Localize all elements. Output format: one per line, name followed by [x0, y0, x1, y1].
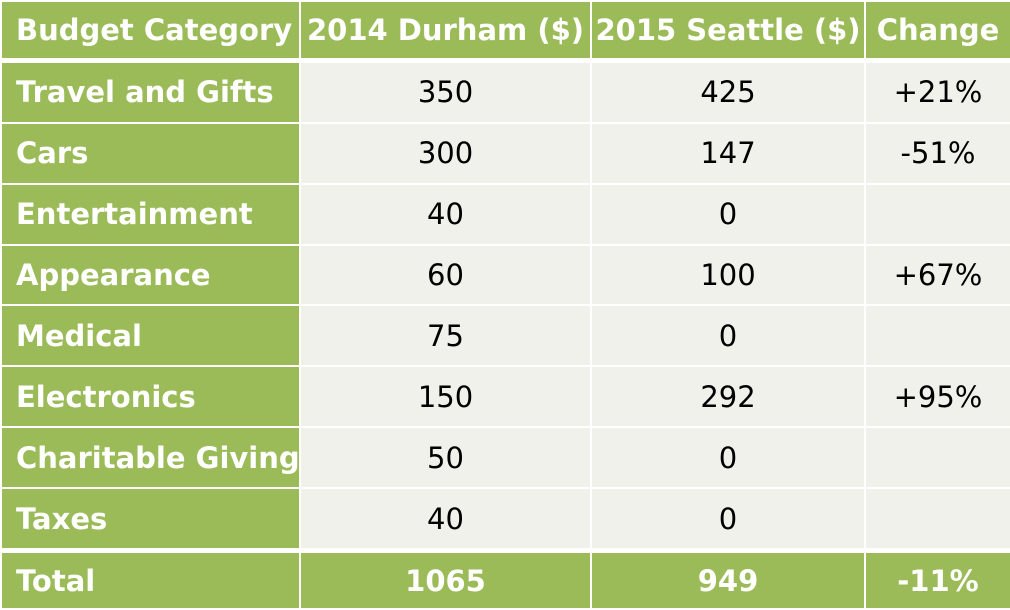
seattle-2015-cell: 0: [590, 426, 866, 490]
header-2014-durham: 2014 Durham ($): [299, 0, 592, 63]
change-cell: [864, 426, 1010, 490]
total-durham-2014: 1065: [299, 548, 592, 610]
category-cell: Appearance: [0, 243, 301, 307]
table-row: Medical 75 0: [0, 304, 1010, 368]
change-cell: -51%: [864, 121, 1010, 185]
category-cell: Medical: [0, 304, 301, 368]
seattle-2015-cell: 0: [590, 487, 866, 552]
seattle-2015-cell: 0: [590, 182, 866, 246]
category-cell: Entertainment: [0, 182, 301, 246]
category-cell: Charitable Giving: [0, 426, 301, 490]
durham-2014-cell: 60: [299, 243, 592, 307]
change-cell: +67%: [864, 243, 1010, 307]
table-row: Appearance 60 100 +67%: [0, 243, 1010, 307]
change-cell: +95%: [864, 365, 1010, 429]
table-row: Electronics 150 292 +95%: [0, 365, 1010, 429]
table-row: Charitable Giving 50 0: [0, 426, 1010, 490]
seattle-2015-cell: 292: [590, 365, 866, 429]
category-cell: Cars: [0, 121, 301, 185]
durham-2014-cell: 150: [299, 365, 592, 429]
table-row: Taxes 40 0: [0, 487, 1010, 552]
header-row: Budget Category 2014 Durham ($) 2015 Sea…: [0, 0, 1010, 63]
category-cell: Travel and Gifts: [0, 59, 301, 124]
total-change: -11%: [864, 548, 1010, 610]
seattle-2015-cell: 100: [590, 243, 866, 307]
seattle-2015-cell: 147: [590, 121, 866, 185]
table-row: Travel and Gifts 350 425 +21%: [0, 59, 1010, 124]
category-cell: Taxes: [0, 487, 301, 552]
change-cell: [864, 182, 1010, 246]
total-row: Total 1065 949 -11%: [0, 548, 1010, 610]
seattle-2015-cell: 0: [590, 304, 866, 368]
total-seattle-2015: 949: [590, 548, 866, 610]
header-budget-category: Budget Category: [0, 0, 301, 63]
category-cell: Electronics: [0, 365, 301, 429]
table-row: Cars 300 147 -51%: [0, 121, 1010, 185]
durham-2014-cell: 350: [299, 59, 592, 124]
durham-2014-cell: 40: [299, 182, 592, 246]
header-change: Change: [864, 0, 1010, 63]
change-cell: [864, 487, 1010, 552]
seattle-2015-cell: 425: [590, 59, 866, 124]
change-cell: +21%: [864, 59, 1010, 124]
header-2015-seattle: 2015 Seattle ($): [590, 0, 866, 63]
total-label: Total: [0, 548, 301, 610]
table-row: Entertainment 40 0: [0, 182, 1010, 246]
change-cell: [864, 304, 1010, 368]
durham-2014-cell: 75: [299, 304, 592, 368]
durham-2014-cell: 300: [299, 121, 592, 185]
durham-2014-cell: 40: [299, 487, 592, 552]
durham-2014-cell: 50: [299, 426, 592, 490]
